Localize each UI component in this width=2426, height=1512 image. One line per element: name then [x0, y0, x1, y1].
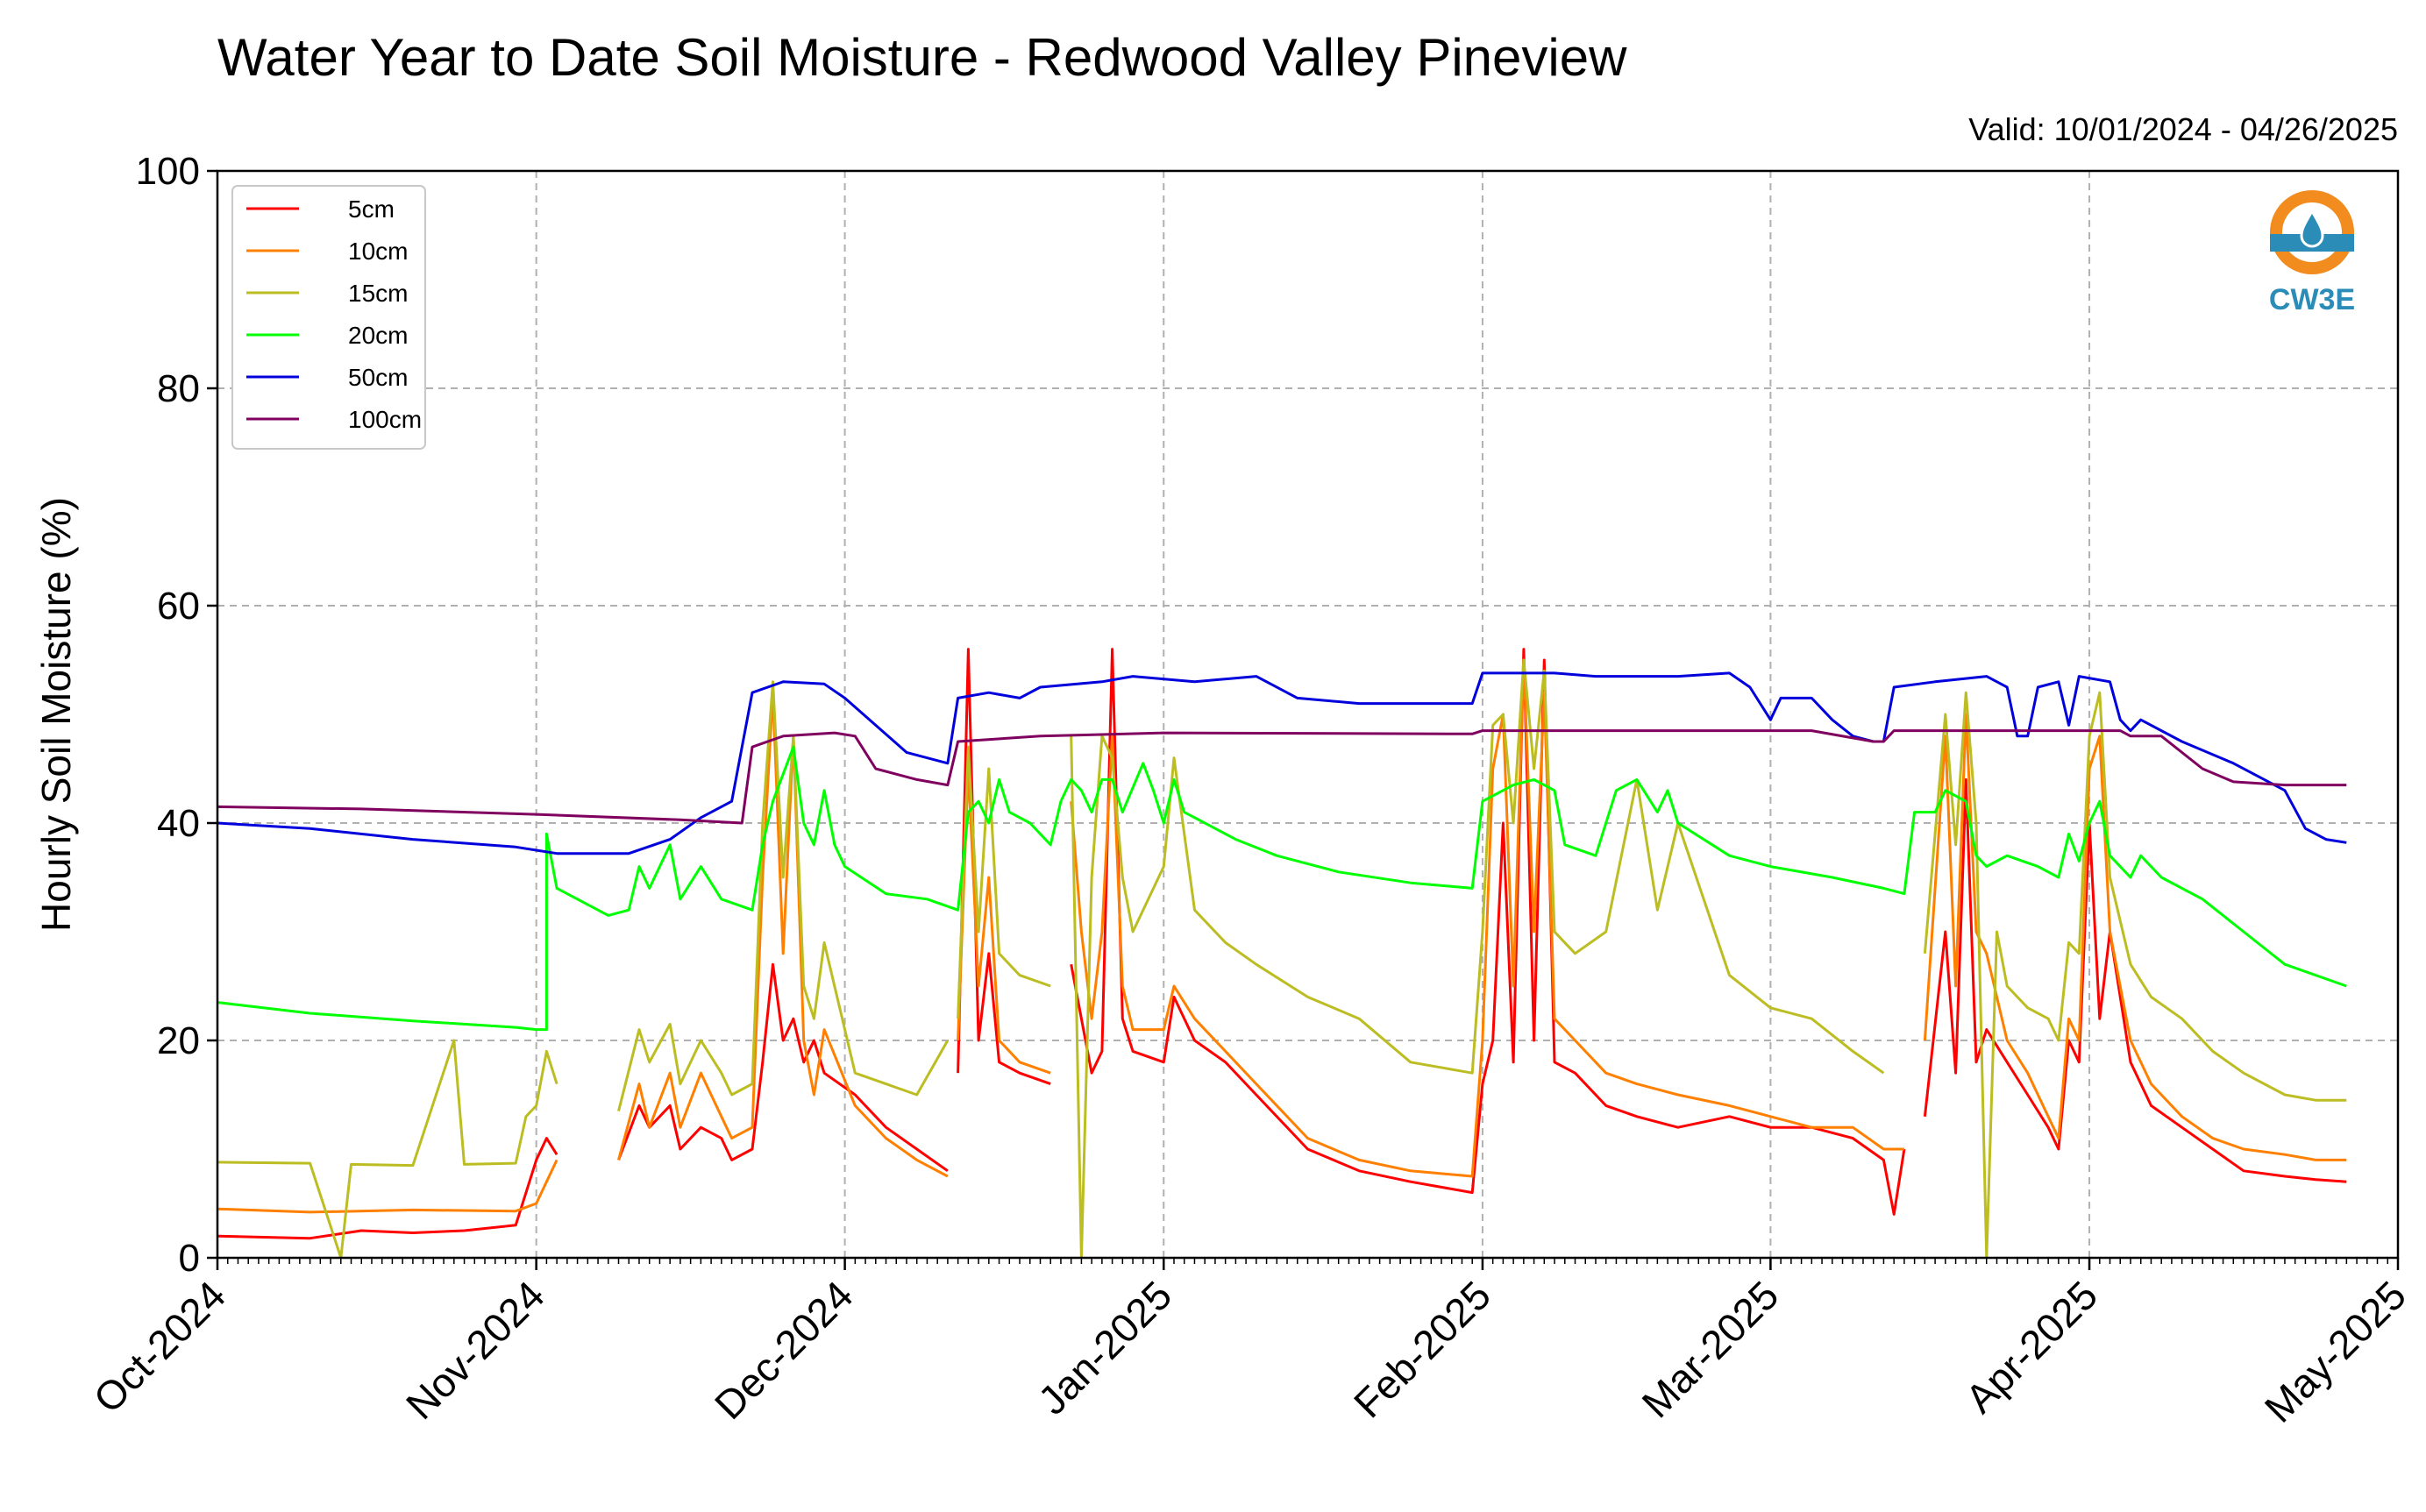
chart-title: Water Year to Date Soil Moisture - Redwo… [217, 28, 1627, 87]
series-line-20cm [217, 745, 2347, 1032]
legend-label: 50cm [348, 364, 408, 391]
x-tick-label: Mar-2025 [1633, 1272, 1787, 1426]
y-tick-label: 100 [136, 150, 200, 193]
y-tick-label: 60 [157, 585, 200, 628]
x-tick-label: May-2025 [2256, 1272, 2415, 1430]
x-tick-label: Feb-2025 [1345, 1272, 1499, 1426]
grid-lines [217, 171, 2398, 1258]
series-line-100cm [217, 729, 2347, 825]
x-tick-label: Nov-2024 [397, 1272, 553, 1428]
y-tick-label: 80 [157, 367, 200, 410]
y-tick-label: 0 [179, 1237, 200, 1280]
x-tick-label: Apr-2025 [1957, 1272, 2107, 1422]
cw3e-logo: CW3E [2269, 190, 2355, 316]
x-tick-label: Dec-2024 [706, 1272, 862, 1428]
y-tick-label: 20 [157, 1019, 200, 1062]
legend-label: 100cm [348, 406, 422, 433]
y-axis-label: Hourly Soil Moisture (%) [33, 497, 79, 932]
x-tick-label: Jan-2025 [1029, 1272, 1180, 1423]
y-axis: 0 20 40 60 80 100 [136, 150, 217, 1280]
series-line-5cm [217, 648, 2347, 1240]
legend-label: 10cm [348, 238, 408, 265]
legend-label: 20cm [348, 322, 408, 349]
legend-label: 15cm [348, 280, 408, 307]
valid-date-range: Valid: 10/01/2024 - 04/26/2025 [1968, 111, 2398, 147]
y-tick-label: 40 [157, 802, 200, 845]
droplet-icon [2300, 208, 2324, 248]
x-tick-label: Oct-2024 [85, 1272, 235, 1422]
legend-label: 5cm [348, 195, 395, 223]
series-line-15cm [217, 658, 2347, 1258]
legend: 5cm 10cm 15cm 20cm 50cm 100cm [231, 185, 426, 450]
x-axis: Oct-2024 Nov-2024 Dec-2024 Jan-2025 Feb-2025… [85, 1258, 2415, 1431]
series-line-10cm [217, 658, 2347, 1214]
logo-label: CW3E [2269, 283, 2355, 316]
series-line-50cm [217, 671, 2347, 855]
series-layer [217, 648, 2347, 1258]
